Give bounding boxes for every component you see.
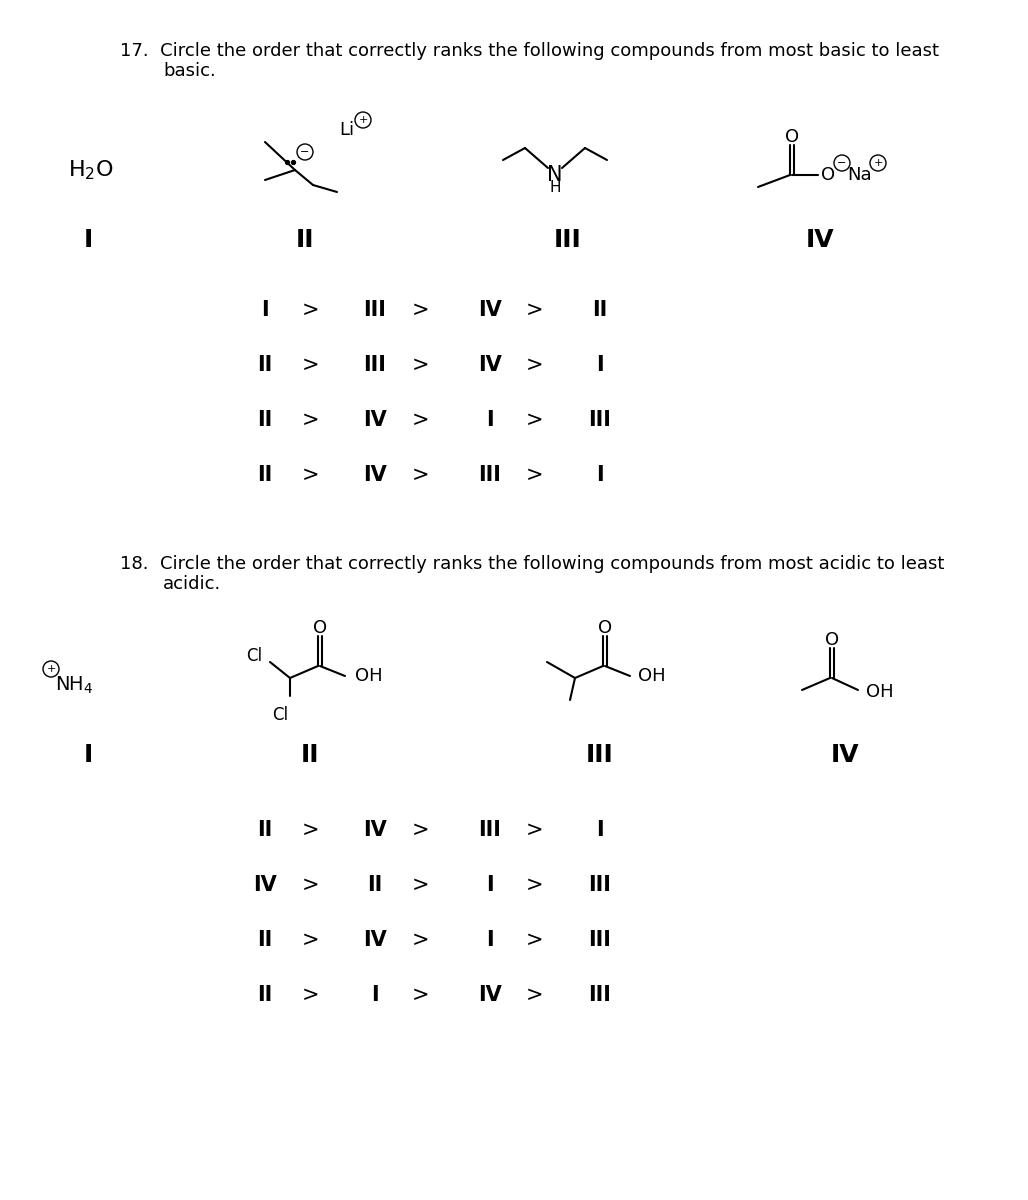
Text: H: H — [549, 180, 560, 196]
Text: IV: IV — [478, 355, 502, 374]
Text: >: > — [411, 930, 429, 950]
Text: >: > — [526, 464, 544, 485]
Text: O: O — [824, 631, 839, 649]
Text: Li: Li — [339, 121, 355, 139]
Text: IV: IV — [478, 300, 502, 320]
Text: II: II — [257, 464, 272, 485]
Text: O: O — [821, 166, 835, 184]
Text: I: I — [596, 355, 603, 374]
Text: N: N — [547, 164, 562, 185]
Text: acidic.: acidic. — [163, 575, 221, 593]
Text: IV: IV — [363, 820, 387, 840]
Text: +: + — [359, 115, 368, 125]
Text: H$_2$O: H$_2$O — [68, 158, 114, 181]
Text: O: O — [313, 619, 327, 637]
Text: OH: OH — [355, 667, 382, 685]
Text: II: II — [367, 875, 382, 895]
Text: >: > — [526, 410, 544, 430]
Text: >: > — [526, 300, 544, 320]
Text: >: > — [526, 930, 544, 950]
Text: I: I — [371, 985, 378, 1006]
Text: II: II — [257, 410, 272, 430]
Text: III: III — [586, 743, 614, 767]
Text: −: − — [838, 158, 847, 168]
Text: >: > — [526, 985, 544, 1006]
Text: IV: IV — [831, 743, 859, 767]
Text: III: III — [589, 410, 612, 430]
Text: III: III — [589, 985, 612, 1006]
Text: IV: IV — [363, 930, 387, 950]
Text: >: > — [411, 464, 429, 485]
Text: OH: OH — [866, 683, 893, 701]
Text: >: > — [301, 410, 319, 430]
Text: IV: IV — [363, 464, 387, 485]
Text: −: − — [300, 146, 309, 157]
Text: >: > — [301, 300, 319, 320]
Text: 17.  Circle the order that correctly ranks the following compounds from most bas: 17. Circle the order that correctly rank… — [120, 42, 939, 60]
Text: IV: IV — [806, 228, 835, 252]
Text: IV: IV — [478, 985, 502, 1006]
Text: 18.  Circle the order that correctly ranks the following compounds from most aci: 18. Circle the order that correctly rank… — [120, 554, 945, 572]
Text: III: III — [479, 820, 502, 840]
Text: III: III — [554, 228, 582, 252]
Text: >: > — [526, 355, 544, 374]
Text: >: > — [301, 930, 319, 950]
Text: >: > — [411, 985, 429, 1006]
Text: II: II — [592, 300, 608, 320]
Text: >: > — [526, 875, 544, 895]
Text: >: > — [301, 355, 319, 374]
Text: >: > — [301, 820, 319, 840]
Text: >: > — [411, 875, 429, 895]
Text: >: > — [526, 820, 544, 840]
Text: NH$_4$: NH$_4$ — [56, 674, 94, 696]
Text: I: I — [596, 464, 603, 485]
Text: I: I — [486, 410, 493, 430]
Text: IV: IV — [253, 875, 277, 895]
Text: >: > — [301, 985, 319, 1006]
Text: II: II — [296, 228, 315, 252]
Text: I: I — [261, 300, 268, 320]
Text: I: I — [83, 743, 93, 767]
Text: III: III — [364, 355, 387, 374]
Text: >: > — [411, 355, 429, 374]
Text: II: II — [257, 820, 272, 840]
Text: IV: IV — [363, 410, 387, 430]
Text: >: > — [411, 410, 429, 430]
Text: O: O — [785, 128, 799, 146]
Text: >: > — [411, 300, 429, 320]
Text: basic.: basic. — [163, 62, 216, 80]
Text: III: III — [479, 464, 502, 485]
Text: Cl: Cl — [246, 647, 262, 665]
Text: Na: Na — [848, 166, 873, 184]
Text: II: II — [257, 355, 272, 374]
Text: II: II — [257, 930, 272, 950]
Text: I: I — [596, 820, 603, 840]
Text: III: III — [589, 875, 612, 895]
Text: >: > — [411, 820, 429, 840]
Text: II: II — [257, 985, 272, 1006]
Text: Cl: Cl — [272, 706, 288, 724]
Text: II: II — [301, 743, 320, 767]
Text: OH: OH — [638, 667, 665, 685]
Text: +: + — [874, 158, 883, 168]
Text: O: O — [598, 619, 612, 637]
Text: +: + — [46, 664, 56, 674]
Text: I: I — [486, 930, 493, 950]
Text: I: I — [83, 228, 93, 252]
Text: III: III — [364, 300, 387, 320]
Text: >: > — [301, 875, 319, 895]
Text: III: III — [589, 930, 612, 950]
Text: >: > — [301, 464, 319, 485]
Text: I: I — [486, 875, 493, 895]
